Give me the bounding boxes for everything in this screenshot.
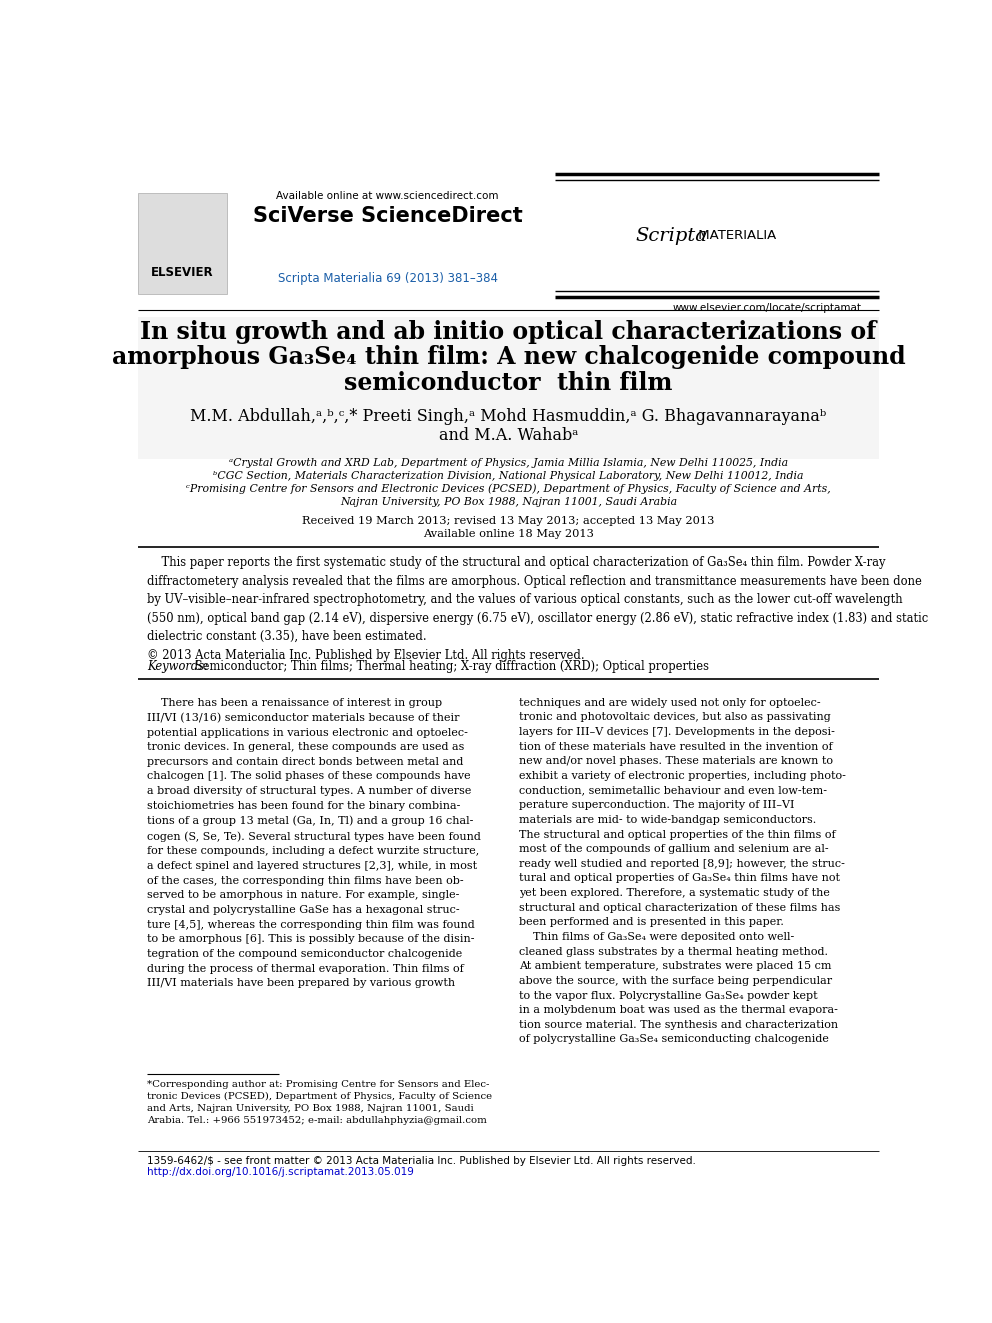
Text: ELSEVIER: ELSEVIER xyxy=(151,266,213,279)
FancyBboxPatch shape xyxy=(138,316,879,459)
Text: SciVerse ScienceDirect: SciVerse ScienceDirect xyxy=(253,206,523,226)
Text: ᵃCrystal Growth and XRD Lab, Department of Physics, Jamia Millia Islamia, New De: ᵃCrystal Growth and XRD Lab, Department … xyxy=(229,458,788,468)
Text: Keywords:: Keywords: xyxy=(147,660,208,673)
Text: ᵇCGC Section, Materials Characterization Division, National Physical Laboratory,: ᵇCGC Section, Materials Characterization… xyxy=(213,471,804,482)
Text: and M.A. Wahabᵃ: and M.A. Wahabᵃ xyxy=(438,427,578,445)
Text: Najran University, PO Box 1988, Najran 11001, Saudi Arabia: Najran University, PO Box 1988, Najran 1… xyxy=(340,497,677,507)
Text: Scripta Materialia 69 (2013) 381–384: Scripta Materialia 69 (2013) 381–384 xyxy=(278,271,498,284)
Text: amorphous Ga₃Se₄ thin film: A new chalcogenide compound: amorphous Ga₃Se₄ thin film: A new chalco… xyxy=(111,345,906,369)
Text: M.M. Abdullah,ᵃ,ᵇ,ᶜ,* Preeti Singh,ᵃ Mohd Hasmuddin,ᵃ G. Bhagavannarayanaᵇ: M.M. Abdullah,ᵃ,ᵇ,ᶜ,* Preeti Singh,ᵃ Moh… xyxy=(190,409,826,425)
Text: semiconductor  thin film: semiconductor thin film xyxy=(344,370,673,394)
Text: http://dx.doi.org/10.1016/j.scriptamat.2013.05.019: http://dx.doi.org/10.1016/j.scriptamat.2… xyxy=(147,1167,414,1177)
Text: www.elsevier.com/locate/scriptamat: www.elsevier.com/locate/scriptamat xyxy=(673,303,862,312)
FancyBboxPatch shape xyxy=(138,193,227,294)
Text: In situ growth and ab initio optical characterizations of: In situ growth and ab initio optical cha… xyxy=(140,320,877,344)
Text: Scripta: Scripta xyxy=(636,226,707,245)
Text: This paper reports the first systematic study of the structural and optical char: This paper reports the first systematic … xyxy=(147,556,929,662)
Text: Available online at www.sciencedirect.com: Available online at www.sciencedirect.co… xyxy=(276,191,499,201)
Text: 1359-6462/$ - see front matter © 2013 Acta Materialia Inc. Published by Elsevier: 1359-6462/$ - see front matter © 2013 Ac… xyxy=(147,1156,696,1166)
Text: techniques and are widely used not only for optoelec-
tronic and photovoltaic de: techniques and are widely used not only … xyxy=(519,697,846,1044)
Text: Keywords: Semiconductor; Thin films; Thermal heating; X-ray diffraction (XRD); O: Keywords: Semiconductor; Thin films; The… xyxy=(147,660,724,673)
Text: *Corresponding author at: Promising Centre for Sensors and Elec-
tronic Devices : *Corresponding author at: Promising Cent… xyxy=(147,1080,492,1126)
Text: Available online 18 May 2013: Available online 18 May 2013 xyxy=(423,529,594,538)
Text: ᶜPromising Centre for Sensors and Electronic Devices (PCSED), Department of Phys: ᶜPromising Centre for Sensors and Electr… xyxy=(186,484,830,495)
Text: Semiconductor; Thin films; Thermal heating; X-ray diffraction (XRD); Optical pro: Semiconductor; Thin films; Thermal heati… xyxy=(191,660,709,673)
Text: MATERIALIA: MATERIALIA xyxy=(693,229,776,242)
Text: Received 19 March 2013; revised 13 May 2013; accepted 13 May 2013: Received 19 March 2013; revised 13 May 2… xyxy=(303,516,714,525)
Text: There has been a renaissance of interest in group
III/VI (13/16) semiconductor m: There has been a renaissance of interest… xyxy=(147,697,481,988)
